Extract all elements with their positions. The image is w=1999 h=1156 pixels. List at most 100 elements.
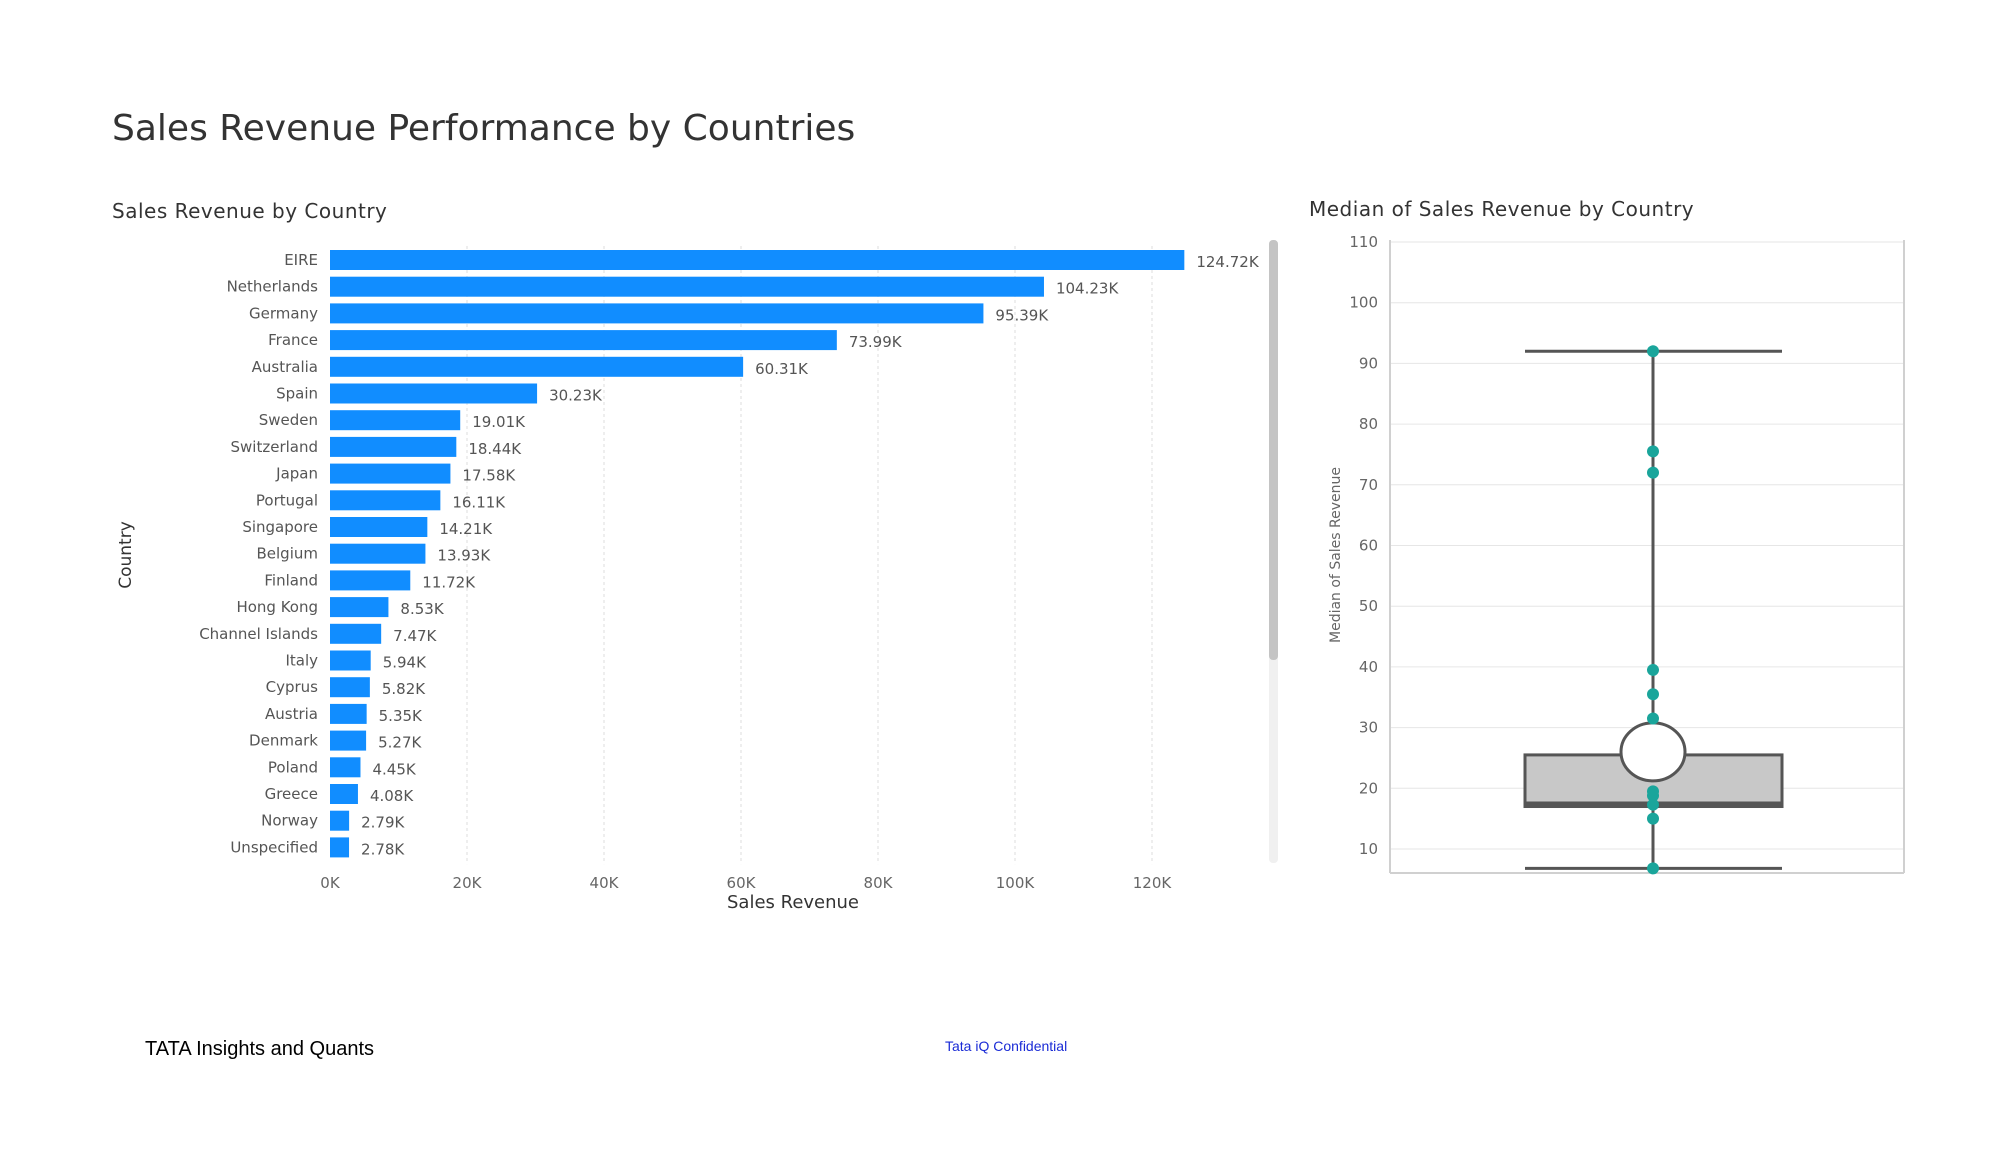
bar[interactable] (330, 677, 370, 698)
bar-chart-x-tick-label: 120K (1133, 874, 1173, 892)
bar-chart-category-label: Denmark (249, 732, 318, 750)
bar-chart-category-label: Germany (249, 304, 318, 322)
bar-chart-category-label: Greece (265, 785, 318, 803)
footer-company-name: TATA Insights and Quants (145, 1038, 375, 1060)
bar-chart-category-labels: EIRE Netherlands Germany France Australia Spa… (199, 251, 318, 856)
bar[interactable] (330, 623, 382, 644)
bar-chart-category-label: Cyprus (266, 678, 319, 696)
bar-value-label: 18.44K (468, 440, 522, 458)
bar-value-label: 2.79K (361, 814, 405, 832)
bar[interactable] (330, 730, 367, 751)
bar-chart-category-label: Spain (276, 385, 318, 403)
box-chart-point[interactable] (1647, 798, 1659, 811)
bar-chart-x-tick-label: 100K (996, 874, 1036, 892)
bar-value-label: 5.35K (379, 707, 423, 725)
bar[interactable] (330, 356, 744, 377)
bar-chart-bars (330, 250, 1185, 858)
bar[interactable] (330, 597, 389, 618)
bar-chart-x-ticks: 0K 20K 40K 60K 80K 100K 120K (320, 874, 1172, 892)
bar-chart-category-label: Sweden (259, 411, 318, 429)
footer-confidential-label: Tata iQ Confidential (945, 1038, 1068, 1054)
bar-chart-category-label: Australia (252, 358, 318, 376)
box-chart-point[interactable] (1647, 712, 1659, 725)
bar-chart-x-tick-label: 40K (590, 874, 620, 892)
bar-value-label: 60.31K (755, 360, 809, 378)
box-chart-y-tick-label: 60 (1359, 537, 1378, 555)
box-chart-point[interactable] (1647, 466, 1659, 479)
bar-chart-value-labels: 124.72K 104.23K 95.39K 73.99K 60.31K 30.23K 19… (361, 253, 1260, 858)
bar-chart-x-axis-label: Sales Revenue (727, 892, 859, 913)
bar-chart-x-tick-label: 80K (864, 874, 894, 892)
box-chart-point[interactable] (1647, 812, 1659, 825)
bar-value-label: 95.39K (995, 306, 1049, 324)
bar[interactable] (330, 250, 1185, 270)
bar-chart-category-label: Portugal (256, 491, 318, 509)
box-chart-point[interactable] (1647, 862, 1659, 875)
box-chart-y-tick-label: 40 (1359, 658, 1378, 676)
bar[interactable] (330, 757, 361, 778)
bar-value-label: 104.23K (1056, 280, 1119, 298)
bar-chart-category-label: Poland (268, 758, 318, 776)
bar[interactable] (330, 490, 441, 511)
bar-chart-category-label: Austria (265, 705, 318, 723)
bar[interactable] (330, 463, 451, 484)
box-chart-point[interactable] (1647, 445, 1659, 458)
box-chart-y-tick-label: 70 (1359, 476, 1378, 494)
bar[interactable] (330, 383, 538, 404)
box-chart-point[interactable] (1647, 688, 1659, 701)
bar-chart-x-tick-label: 20K (453, 874, 483, 892)
bar-value-label: 5.27K (378, 734, 422, 752)
bar-value-label: 2.78K (361, 840, 405, 858)
box-chart-y-tick-label: 90 (1359, 354, 1378, 372)
box-chart-y-tick-label: 20 (1359, 779, 1378, 797)
bar-chart-x-tick-label: 60K (727, 874, 757, 892)
bar[interactable] (330, 570, 411, 591)
bar[interactable] (330, 436, 457, 457)
bar-chart-category-label: Finland (264, 571, 318, 589)
box-chart-y-tick-label: 30 (1359, 719, 1378, 737)
bar-value-label: 14.21K (439, 520, 493, 538)
bar-value-label: 124.72K (1196, 253, 1259, 271)
bar-value-label: 73.99K (849, 333, 903, 351)
bar-value-label: 11.72K (422, 573, 476, 591)
bar-value-label: 8.53K (400, 600, 444, 618)
bar-chart-x-tick-label: 0K (320, 874, 341, 892)
bar-chart-category-label: Japan (275, 465, 318, 483)
bar[interactable] (330, 543, 426, 564)
bar[interactable] (330, 410, 461, 431)
bar-chart-category-label: Netherlands (227, 278, 319, 296)
bar-value-label: 7.47K (393, 627, 437, 645)
box-chart-y-ticks: 10 20 30 40 50 60 70 80 90 100 110 (1349, 233, 1378, 858)
bar-value-label: 5.82K (382, 680, 426, 698)
bar-chart-title: Sales Revenue by Country (112, 199, 388, 223)
bar[interactable] (330, 330, 837, 351)
bar[interactable] (330, 517, 428, 537)
bar-chart-category-label: Channel Islands (199, 625, 318, 643)
bar[interactable] (330, 303, 984, 324)
box-chart-y-axis-label: Median of Sales Revenue (1328, 467, 1344, 643)
bar-chart-category-label: Norway (261, 812, 318, 830)
bar[interactable] (330, 703, 367, 724)
bar[interactable] (330, 276, 1044, 297)
box-chart-point[interactable] (1647, 345, 1659, 358)
bar-value-label: 5.94K (383, 654, 427, 672)
box-chart-point[interactable] (1647, 789, 1659, 802)
bar-value-label: 4.08K (370, 787, 414, 805)
bar-chart-category-label: Unspecified (230, 838, 318, 856)
bar-value-label: 30.23K (549, 387, 603, 405)
bar-value-label: 17.58K (462, 467, 516, 485)
bar[interactable] (330, 650, 371, 671)
page-title: Sales Revenue Performance by Countries (112, 108, 856, 149)
bar-chart-category-label: France (268, 331, 318, 349)
box-chart-y-tick-label: 10 (1359, 840, 1378, 858)
box-chart-point[interactable] (1647, 663, 1659, 676)
bar-chart-y-axis-label: Country (116, 521, 136, 589)
bar[interactable] (330, 837, 350, 858)
bar-chart-scrollbar-thumb[interactable] (1269, 240, 1278, 660)
bar[interactable] (330, 810, 350, 831)
box-chart-y-tick-label: 110 (1349, 233, 1378, 251)
bar[interactable] (330, 784, 358, 804)
bar-value-label: 4.45K (372, 760, 416, 778)
box-chart-y-tick-label: 100 (1349, 294, 1378, 312)
